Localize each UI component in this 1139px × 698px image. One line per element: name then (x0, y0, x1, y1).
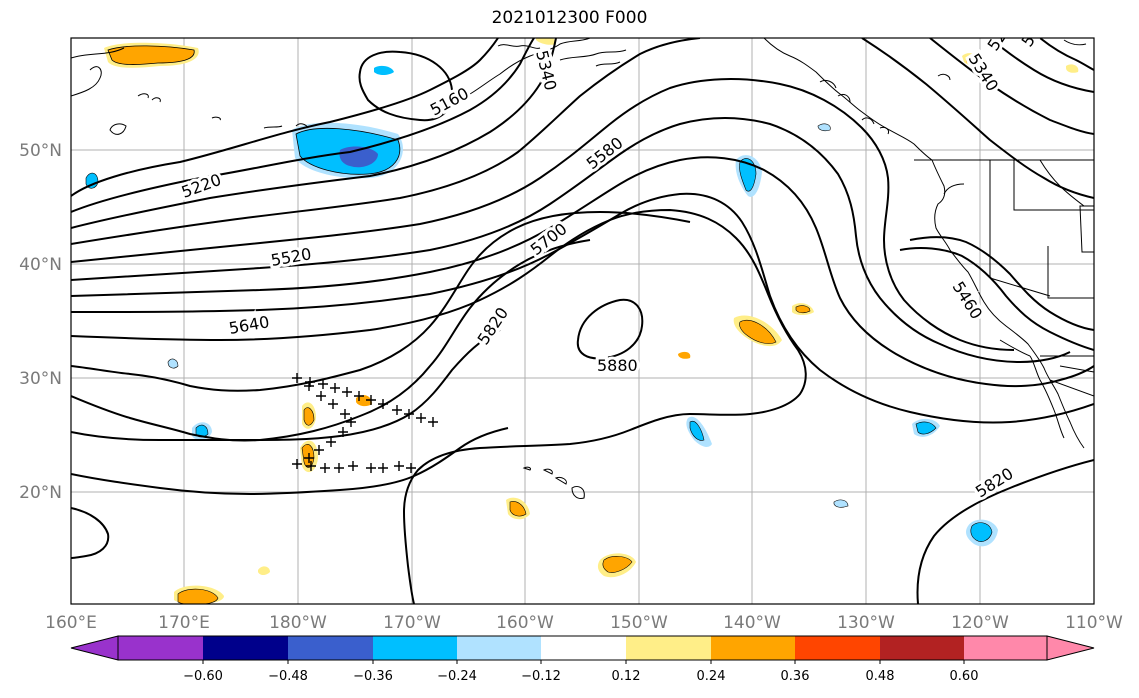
colorbar-frame (117, 635, 1048, 661)
colorbar-extend-high (1046, 635, 1095, 661)
lat-tick-label: 20°N (19, 483, 62, 503)
lon-tick-label: 170°E (158, 613, 210, 633)
colorbar-tick-label: 0.48 (866, 669, 895, 684)
colorbar-segment (795, 636, 880, 660)
map-frame (70, 37, 1095, 605)
lon-tick-label: 140°W (723, 613, 781, 633)
colorbar-segment (711, 636, 795, 660)
hawaii-islands (522, 466, 585, 499)
lon-tick-label: 120°W (951, 613, 1009, 633)
contour-label: 5520 (269, 244, 312, 270)
colorbar-segment (626, 636, 711, 660)
colorbar-segment (457, 636, 541, 660)
colorbar-tick-label: −0.60 (183, 669, 223, 684)
lon-tick-label: 160°W (496, 613, 554, 633)
colorbar-segment (288, 636, 373, 660)
lon-tick-label: 130°W (837, 613, 895, 633)
colorbar-tick-label: −0.12 (521, 669, 561, 684)
contour-label: 5880 (597, 356, 638, 375)
colorbar: −0.60 −0.48 −0.36 −0.24 −0.12 0.12 0.24 … (70, 635, 1095, 684)
colorbar-segment (118, 636, 203, 660)
colorbar-segment (203, 636, 288, 660)
lat-tick-label: 30°N (19, 369, 62, 389)
colorbar-tick-label: 0.12 (612, 669, 641, 684)
lat-tick-label: 40°N (19, 255, 62, 275)
colorbar-segment (373, 636, 457, 660)
lon-tick-label: 150°W (610, 613, 668, 633)
colorbar-tick-label: 0.36 (781, 669, 810, 684)
colorbar-segment (541, 636, 626, 660)
lat-axis-labels: 50°N 40°N 30°N 20°N (19, 141, 62, 503)
contour-lines (71, 38, 1094, 604)
colorbar-tick-label: −0.24 (437, 669, 477, 684)
colorbar-segment (880, 636, 964, 660)
colorbar-extend-low (70, 635, 119, 661)
lon-tick-label: 170°W (383, 613, 441, 633)
colorbar-tick-label: 0.60 (950, 669, 979, 684)
map-title: 2021012300 F000 (491, 8, 648, 28)
colorbar-tick-label: −0.48 (268, 669, 308, 684)
marker-crosses (292, 373, 438, 473)
lon-tick-label: 110°W (1065, 613, 1123, 633)
lat-tick-label: 50°N (19, 141, 62, 161)
lon-tick-label: 180°W (269, 613, 327, 633)
map-area (71, 38, 1094, 604)
lon-axis-labels: 160°E 170°E 180°W 170°W 160°W 150°W 140°… (45, 613, 1123, 633)
lon-tick-label: 160°E (45, 613, 97, 633)
colorbar-tick-label: −0.36 (353, 669, 393, 684)
colorbar-tick-label: 0.24 (697, 669, 726, 684)
colorbar-segment (964, 636, 1047, 660)
